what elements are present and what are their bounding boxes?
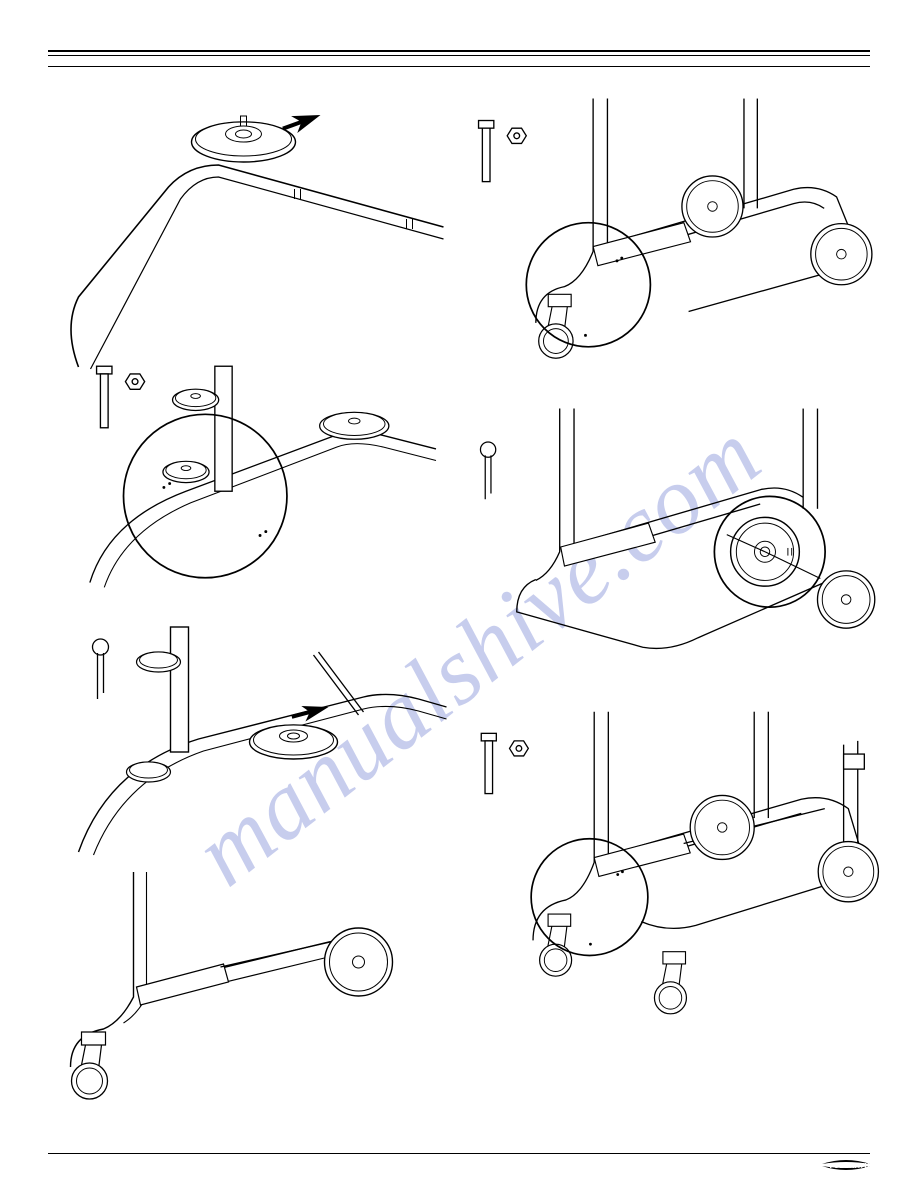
panel-bolt-leg-detail (48, 347, 449, 597)
footer-rule (48, 1153, 870, 1154)
panel-cotter-wheel-detail (469, 397, 870, 697)
panel-partial-cart (48, 867, 449, 1097)
header-rule-single (48, 66, 870, 67)
panel-full-cart-caster (469, 707, 870, 1027)
brand-name: VOLLRATH (828, 1163, 870, 1170)
header-rule-double (48, 50, 870, 56)
panel-cotter-axle-arrow (48, 607, 449, 857)
panel-caster-arrow (48, 87, 449, 337)
panel-bolt-second-leg (469, 87, 870, 387)
assembly-grid (48, 87, 870, 1097)
brand-logo: VOLLRATH (822, 1158, 870, 1174)
